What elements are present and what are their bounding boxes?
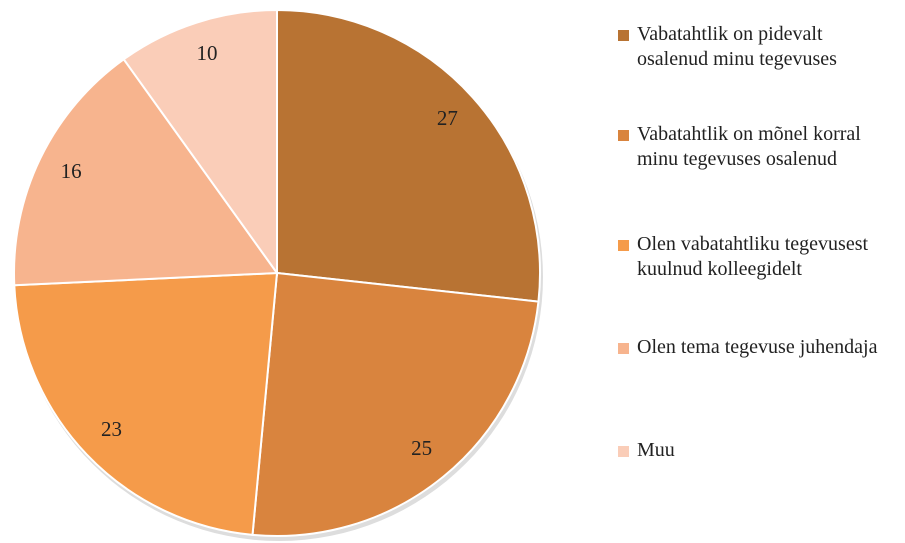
legend-swatch bbox=[618, 30, 629, 41]
legend-item: Vabatahtlik on mõnel korral minu tegevus… bbox=[618, 122, 898, 172]
pie-slice bbox=[276, 8, 541, 303]
legend-item: Olen tema tegevuse juhendaja bbox=[618, 335, 898, 360]
data-label: 25 bbox=[411, 436, 432, 460]
pie-slice bbox=[13, 271, 279, 536]
legend-label: Olen tema tegevuse juhendaja bbox=[637, 336, 878, 358]
data-label: 10 bbox=[196, 41, 217, 65]
legend-label: Vabatahtlik on pidevalt osalenud minu te… bbox=[637, 23, 837, 70]
data-label: 23 bbox=[101, 417, 122, 441]
legend-label: Muu bbox=[637, 439, 675, 461]
legend-swatch bbox=[618, 343, 629, 354]
pie-slice bbox=[13, 57, 279, 287]
legend-item: Muu bbox=[618, 438, 898, 463]
legend-item: Olen vabatahtliku tegevusest kuulnud kol… bbox=[618, 232, 898, 282]
data-label: 27 bbox=[437, 106, 458, 130]
data-label: 16 bbox=[61, 159, 82, 183]
legend-swatch bbox=[618, 240, 629, 251]
legend-label: Olen vabatahtliku tegevusest kuulnud kol… bbox=[637, 233, 869, 280]
legend-swatch bbox=[618, 130, 629, 141]
legend-item: Vabatahtlik on pidevalt osalenud minu te… bbox=[618, 22, 898, 72]
legend-swatch bbox=[618, 446, 629, 457]
pie-slice bbox=[122, 8, 278, 277]
pie-slice bbox=[251, 271, 540, 537]
legend-label: Vabatahtlik on mõnel korral minu tegevus… bbox=[637, 123, 861, 170]
